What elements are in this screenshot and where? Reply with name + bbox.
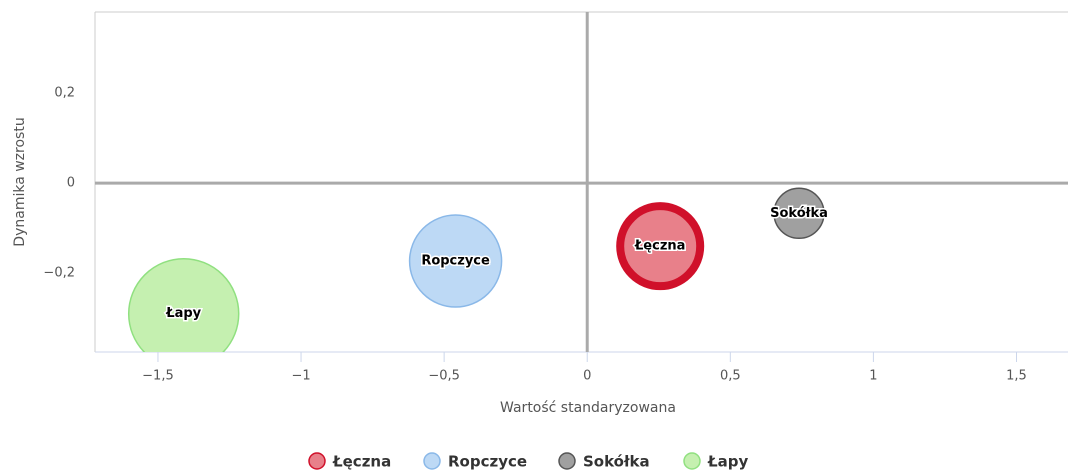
bubble-label: Łęczna [634,239,685,254]
legend-label: Łęczna [332,453,391,471]
x-tick-label: −0,5 [428,369,460,384]
legend-marker [423,452,441,470]
legend-label: Ropczyce [448,453,527,471]
bubble-label: Sokółka [770,206,828,221]
legend-marker [308,452,326,470]
y-tick-label: −0,2 [43,266,75,281]
legend-label: Łapy [707,453,748,471]
x-tick-label: 0,5 [720,369,741,384]
bubble [773,187,825,240]
y-tick-label: 0,2 [54,86,75,101]
bubble [127,257,240,352]
y-axis-label: Dynamika wzrostu [12,117,28,246]
legend-label: Sokółka [583,453,650,471]
x-tick-label: 1 [869,369,877,384]
x-tick-label: −1 [291,369,310,384]
x-tick-label: −1,5 [142,369,174,384]
bubble-label: Łapy [165,306,201,321]
x-tick-label: 1,5 [1006,369,1027,384]
x-tick-label: 0 [583,369,591,384]
legend-marker [683,452,701,470]
legend-marker [558,452,576,470]
x-axis-label: Wartość standaryzowana [500,400,676,416]
plot-area: Łęczna Ropczyce Sokółka Łapy [127,187,829,352]
bubble [408,214,503,308]
bubble [616,202,705,291]
bubble-label: Ropczyce [421,254,490,269]
y-tick-label: 0 [67,176,75,191]
